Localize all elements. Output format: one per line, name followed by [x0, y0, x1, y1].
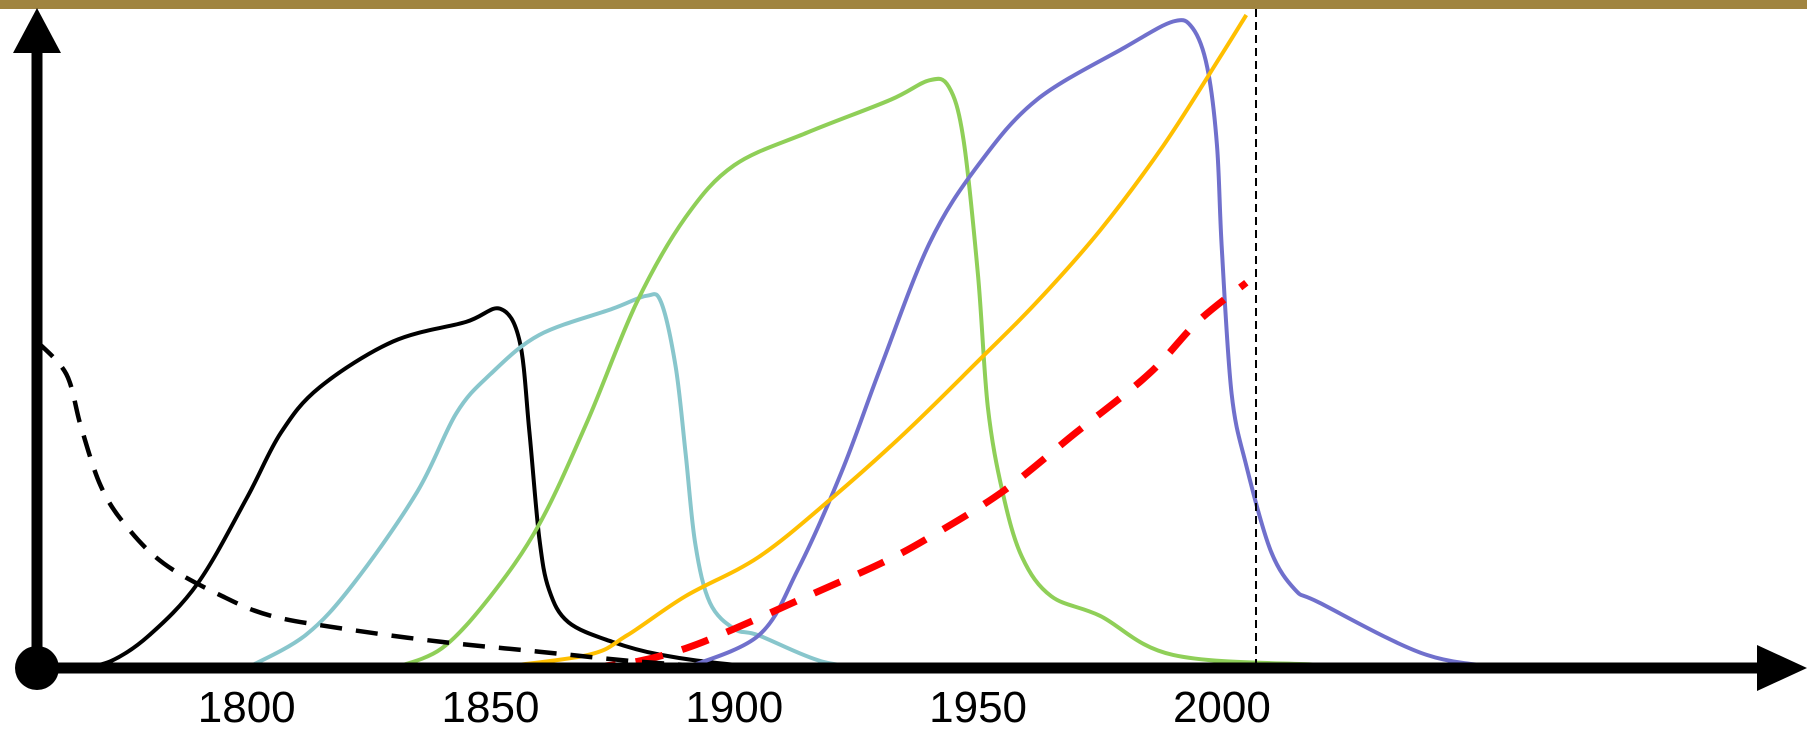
x-tick-label: 1900	[685, 683, 783, 730]
x-tick-label: 1800	[198, 683, 296, 730]
series-line-5	[587, 279, 1249, 672]
series-line-4	[490, 13, 1248, 670]
x-axis-arrow-icon	[1757, 645, 1807, 691]
x-tick-label: 2000	[1173, 683, 1271, 730]
x-tick-label: 1950	[929, 683, 1027, 730]
y-axis-arrow-icon	[13, 8, 61, 53]
x-tick-label: 1850	[442, 683, 540, 730]
series-line-0	[75, 306, 808, 670]
series-layer	[35, 13, 1515, 672]
top-band	[0, 0, 1807, 9]
series-line-6	[35, 339, 735, 671]
series-line-1	[245, 292, 881, 670]
series-line-3	[684, 18, 1515, 670]
series-line-2	[392, 76, 1466, 670]
x-tick-labels: 1800 1850 1900 1950 2000	[198, 683, 1271, 730]
origin-marker	[15, 646, 59, 690]
axes-layer	[13, 8, 1807, 691]
